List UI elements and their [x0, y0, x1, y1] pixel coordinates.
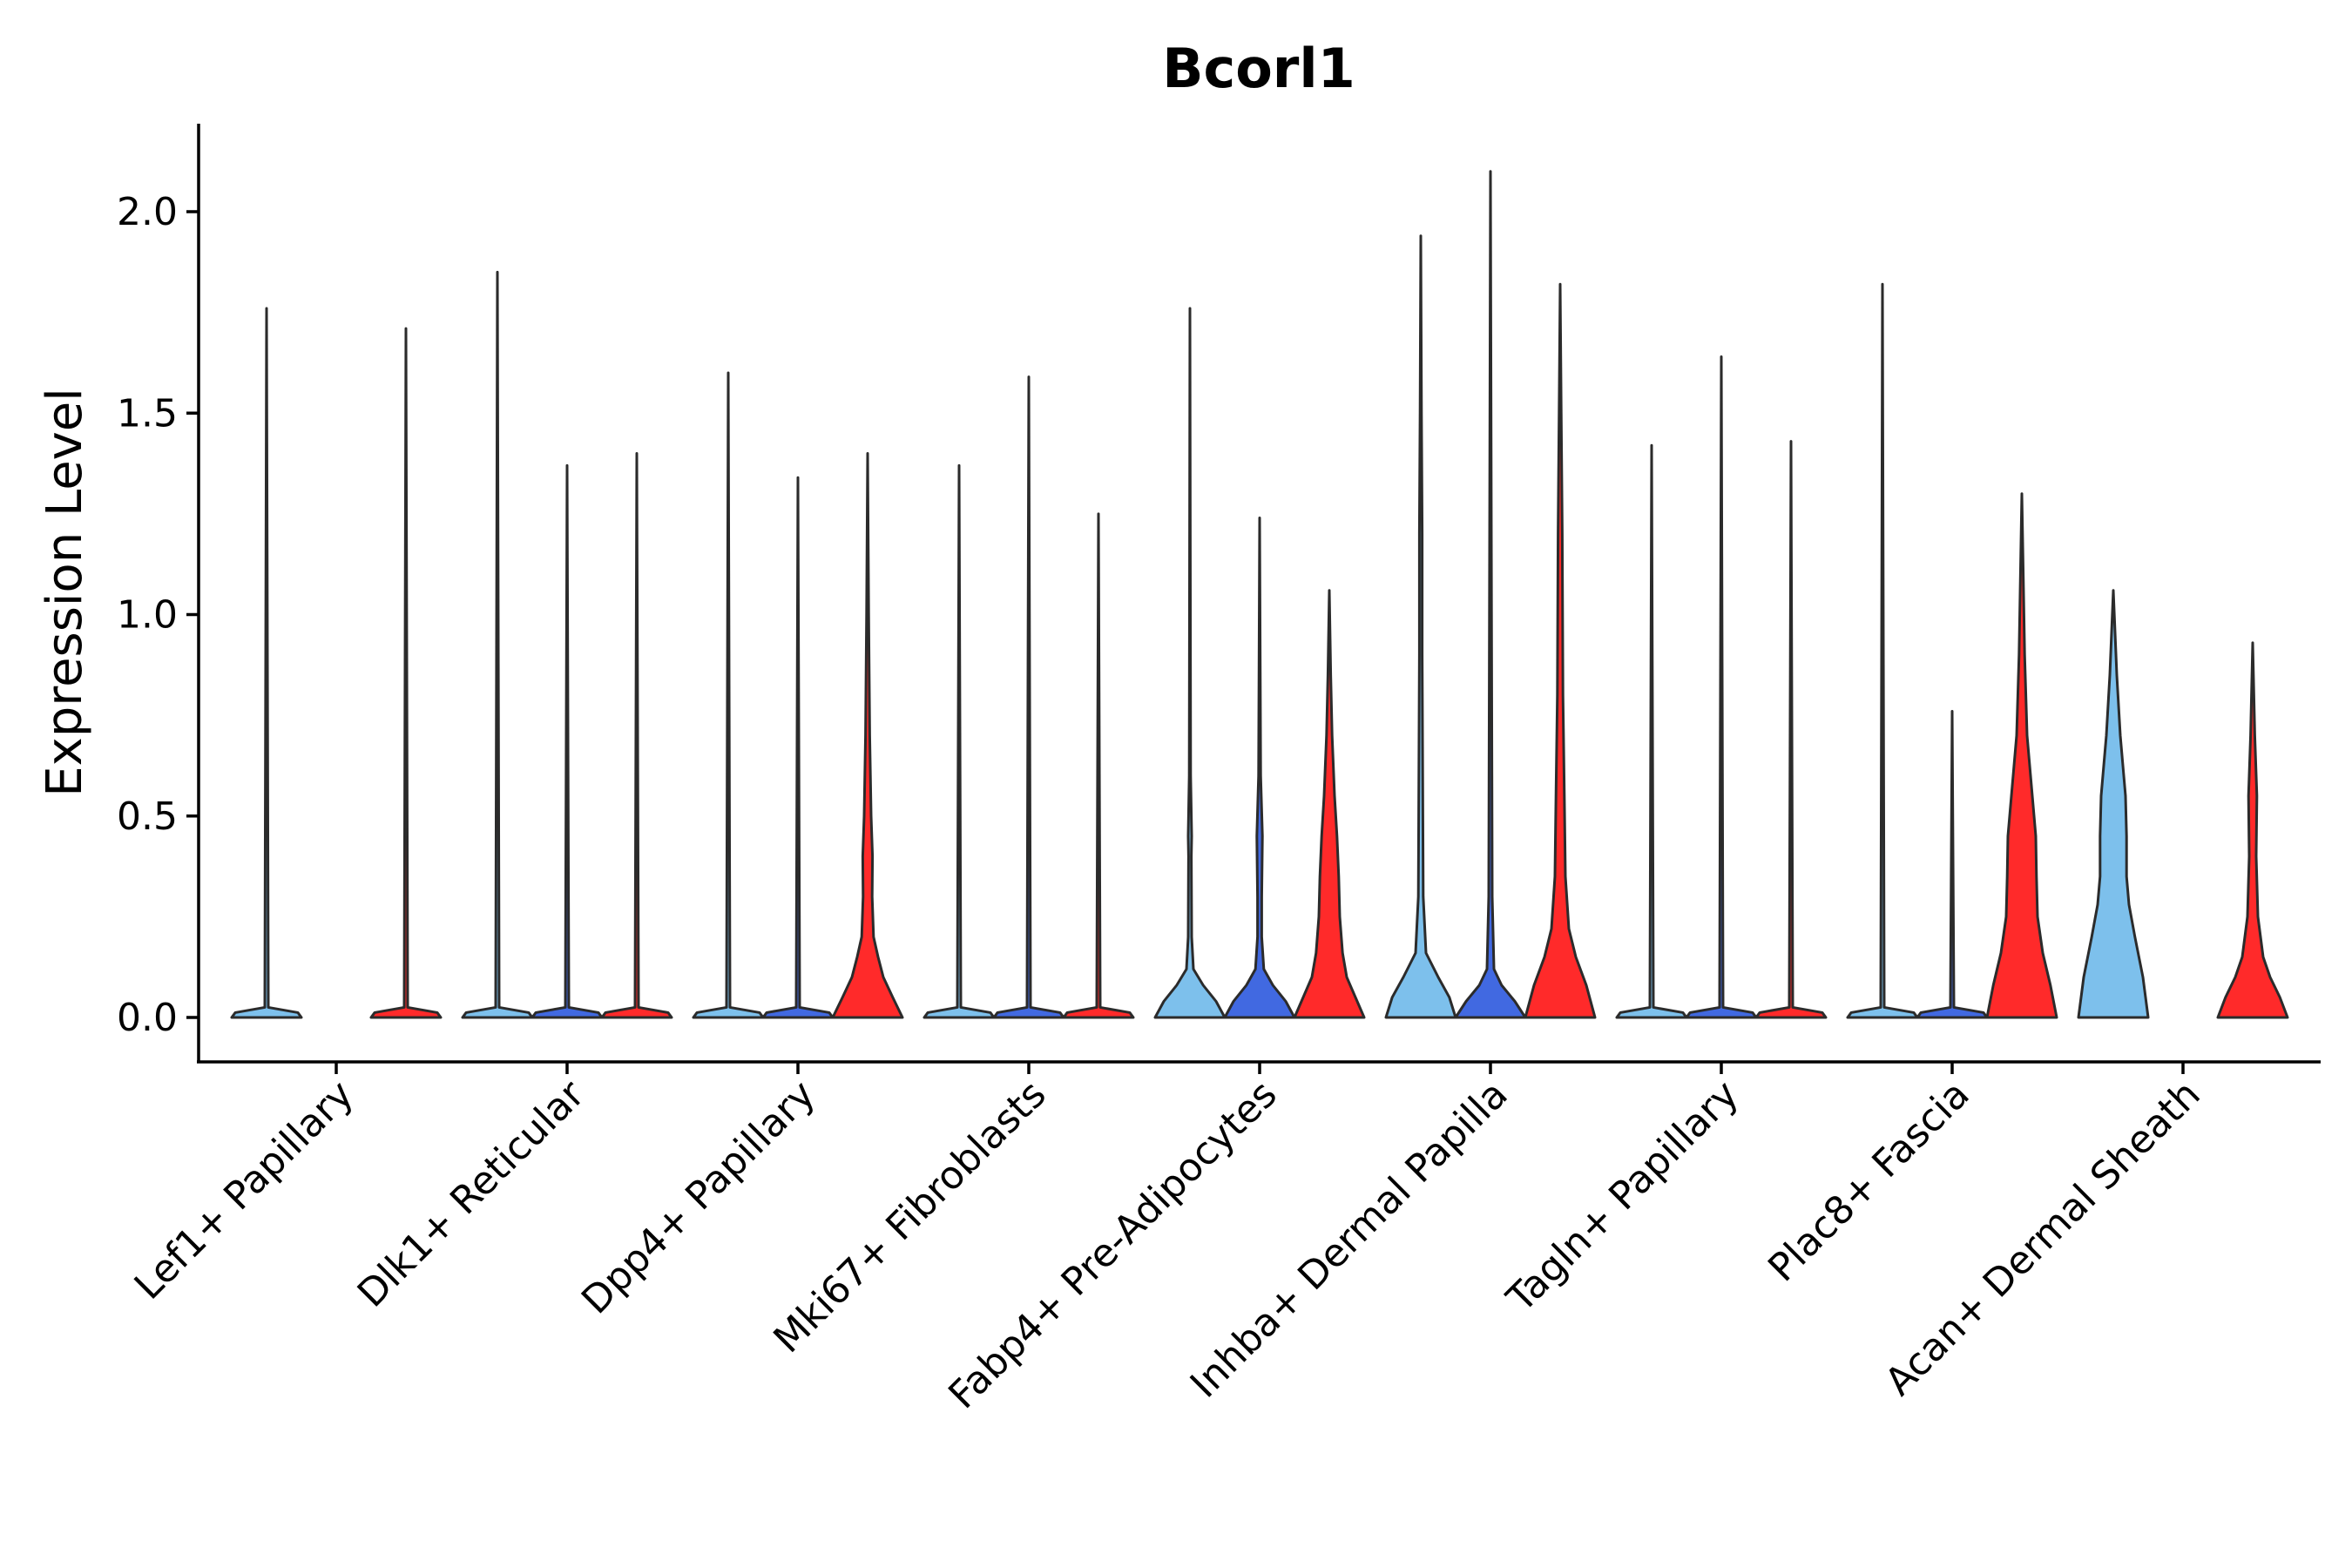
- violin-3-3: [831, 452, 904, 1019]
- violin-1-7: [1615, 443, 1688, 1019]
- y-tick-label: 0.5: [117, 794, 178, 839]
- x-category-label: Dpp4+ Papillary: [573, 1072, 824, 1323]
- violin-1-6: [1384, 234, 1457, 1019]
- y-tick-label: 2.0: [117, 190, 178, 234]
- x-category-label: Dlk1+ Reticular: [349, 1071, 594, 1316]
- y-tick-label: 0.0: [117, 996, 178, 1040]
- chart-title: Bcorl1: [1162, 37, 1355, 100]
- violin-3-4: [1062, 512, 1135, 1019]
- y-tick-label: 1.0: [117, 593, 178, 638]
- violin-3-1: [369, 327, 443, 1019]
- violin-3-6: [1524, 282, 1597, 1019]
- violin-1-5: [1153, 307, 1227, 1019]
- violin-3-8: [1985, 492, 2058, 1019]
- violin-2-4: [992, 375, 1065, 1019]
- y-axis-ticks: 0.0 0.5 1.0 1.5 2.0: [117, 190, 199, 1040]
- violin-3-2: [600, 452, 673, 1019]
- x-category-label: Tagln+ Papillary: [1498, 1072, 1747, 1321]
- violin-1-1: [230, 307, 303, 1019]
- violin-3-7: [1754, 440, 1828, 1019]
- violin-1-9: [2077, 589, 2150, 1019]
- violin-2-5: [1223, 517, 1296, 1019]
- violin-group: [230, 170, 2289, 1019]
- x-category-label: Lef1+ Papillary: [126, 1072, 362, 1308]
- y-axis-label: Expression Level: [37, 388, 93, 797]
- violin-2-3: [761, 476, 835, 1019]
- violin-2-2: [531, 463, 604, 1019]
- violin-2-7: [1685, 355, 1758, 1019]
- violin-1-8: [1846, 282, 1919, 1019]
- x-category-label: Plac8+ Fascia: [1760, 1072, 1978, 1291]
- violin-1-4: [923, 463, 996, 1019]
- violin-1-2: [461, 270, 534, 1019]
- violin-2-8: [1916, 710, 1989, 1019]
- violin-3-5: [1293, 589, 1366, 1019]
- violin-3-9: [2216, 641, 2289, 1019]
- y-tick-label: 1.5: [117, 391, 178, 436]
- violin-1-3: [692, 371, 765, 1019]
- violin-2-6: [1454, 170, 1527, 1019]
